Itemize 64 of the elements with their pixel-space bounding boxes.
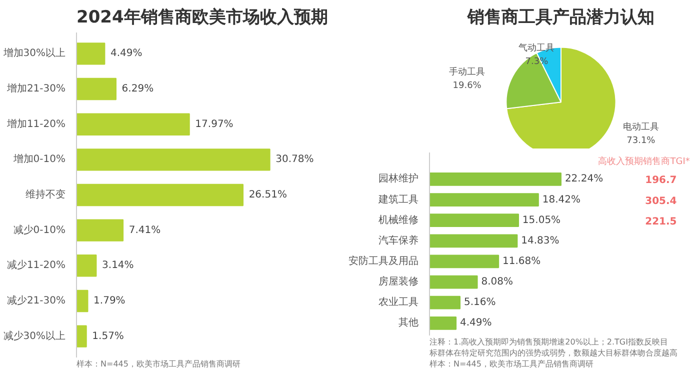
slice-label: 电动工具 [622, 121, 659, 132]
data-label: 15.05% [522, 214, 561, 226]
bar [430, 296, 461, 310]
chart-title: 2024年销售商欧美市场收入预期 [76, 8, 328, 28]
data-label: 6.29% [122, 84, 154, 95]
text: 196.7 [645, 175, 677, 186]
bar [430, 234, 518, 248]
chart-title: 销售商工具产品潜力认知 [466, 8, 654, 28]
data-label: 3.14% [102, 260, 134, 272]
bar [76, 42, 106, 65]
data-label: 7.41% [128, 224, 161, 236]
y-tick-label: 其他 [398, 316, 418, 329]
bar [430, 254, 500, 268]
bar [430, 193, 539, 206]
data-label: 22.24% [564, 174, 604, 185]
y-tick-label: 减少0-10% [13, 224, 66, 236]
slice-label: 手动工具 [449, 66, 486, 78]
bar [76, 113, 190, 136]
text: 注释：1.高收入预期即为销售预期增速20%以上；2.TGI指数反映目标群体在特定研究范围内的强势或弱势，数额越大目标群体吻合度越高 [428, 338, 678, 358]
data-label: 4.49% [110, 48, 142, 60]
data-label: 1.79% [94, 295, 126, 306]
data-label: 19.6% [452, 80, 482, 91]
y-tick-label: 农业工具 [378, 296, 418, 308]
bar [430, 275, 478, 289]
y-tick-label: 减少21-30% [6, 294, 66, 306]
text: 样本：N=445，欧美市场工具产品销售商调研 [76, 360, 240, 368]
data-label: 26.51% [248, 190, 287, 200]
text: 305.4 [645, 196, 677, 207]
y-tick-label: 安防工具及用品 [348, 254, 418, 267]
text: 高收入预期销售商TGI* [598, 156, 690, 167]
bar [76, 325, 87, 348]
y-tick-label: 汽车保养 [378, 234, 418, 246]
bar [76, 254, 97, 277]
data-label: 73.1% [626, 136, 656, 146]
data-label: 14.83% [521, 235, 560, 246]
text: 样本：N=445，欧美市场工具产品销售商调研 [430, 360, 594, 368]
data-label: 18.42% [542, 194, 580, 206]
bar [76, 148, 270, 171]
bar [76, 290, 88, 312]
bar [430, 172, 562, 186]
y-tick-label: 增加11-20% [6, 118, 66, 130]
bar [430, 316, 457, 330]
data-label: 8.08% [481, 276, 513, 288]
y-tick-label: 减少11-20% [6, 259, 66, 272]
bar [76, 78, 117, 100]
y-tick-label: 减少30%以上 [3, 330, 66, 342]
bar [76, 219, 124, 242]
bar [76, 184, 244, 206]
data-label: 30.78% [276, 154, 314, 166]
y-tick-label: 增加0-10% [12, 153, 66, 166]
y-tick-label: 机械维修 [378, 214, 418, 226]
y-tick-label: 增加30%以上 [2, 47, 66, 60]
y-tick-label: 建筑工具 [378, 193, 418, 206]
data-label: 1.57% [92, 330, 124, 342]
data-label: 5.16% [464, 297, 496, 308]
y-tick-label: 房屋装修 [378, 276, 418, 288]
bar [430, 214, 519, 228]
data-label: 4.49% [460, 318, 492, 329]
y-tick-label: 增加21-30% [6, 82, 66, 95]
text: 221.5 [645, 216, 677, 228]
data-label: 17.97% [195, 118, 234, 130]
data-label: 11.68% [502, 256, 541, 267]
y-tick-label: 园林维护 [378, 172, 418, 185]
y-tick-label: 维持不变 [26, 188, 66, 200]
